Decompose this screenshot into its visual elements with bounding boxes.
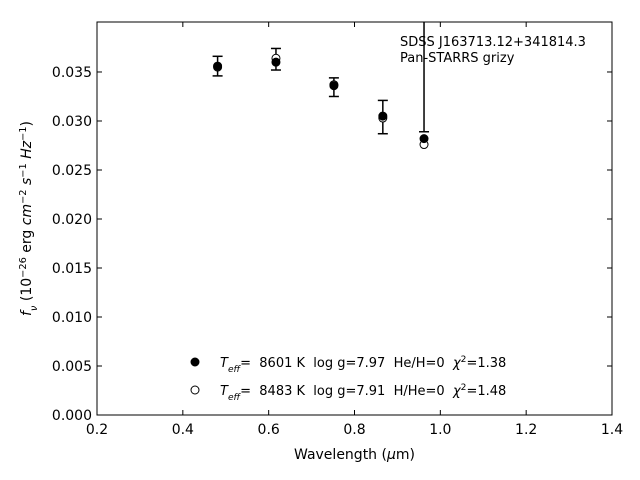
- label-part: χ: [452, 384, 462, 399]
- label-part: f: [19, 309, 35, 316]
- x-tick-label: 0.2: [86, 422, 108, 438]
- label-part: = 8601 K log g=7.97 He/H=0: [240, 356, 453, 371]
- x-tick-label: 1.4: [601, 422, 623, 438]
- y-tick-label: 0.035: [52, 65, 92, 81]
- label-part: (10: [19, 278, 35, 306]
- x-tick-label: 1.0: [429, 422, 451, 438]
- legend-marker: [190, 385, 200, 395]
- label-part: s: [19, 178, 35, 190]
- x-tick-label: 0.4: [172, 422, 194, 438]
- label-part: eff: [228, 365, 242, 375]
- label-part: eff: [228, 393, 242, 403]
- data-point: [271, 57, 281, 67]
- y-tick-label: 0.030: [52, 114, 92, 130]
- data-point: [213, 61, 223, 71]
- legend-label: Teff= 8483 K log g=7.91 H/He=0 χ2=1.48: [220, 383, 506, 403]
- label-part: erg: [19, 225, 35, 257]
- y-axis-label: fν (10−26 erg cm−2 s−1 Hz−1): [18, 121, 40, 316]
- y-tick-label: 0.025: [52, 163, 92, 179]
- label-part: T: [220, 384, 229, 399]
- annotation: Pan-STARRS grizy: [400, 51, 515, 66]
- label-part: 2: [461, 355, 467, 365]
- data-point: [419, 134, 429, 144]
- label-part: m): [396, 447, 415, 463]
- label-part: −2: [18, 189, 29, 203]
- data-point: [378, 111, 388, 121]
- label-part: 2: [461, 383, 467, 393]
- x-tick-label: 0.6: [258, 422, 280, 438]
- label-part: χ: [452, 356, 462, 371]
- label-part: = 8483 K log g=7.91 H/He=0: [240, 384, 453, 399]
- annotation: SDSS J163713.12+341814.3: [400, 35, 586, 50]
- label-part: −1: [18, 126, 29, 140]
- y-tick-label: 0.000: [52, 408, 92, 424]
- data-point: [329, 81, 339, 91]
- x-tick-label: 0.8: [343, 422, 365, 438]
- legend-marker: [190, 357, 200, 367]
- label-part: Hz: [19, 140, 35, 163]
- x-tick-label: 1.2: [515, 422, 537, 438]
- y-tick-label: 0.015: [52, 261, 92, 277]
- label-part: Wavelength (: [294, 447, 387, 463]
- label-part: T: [220, 356, 229, 371]
- label-part: =1.48: [466, 384, 506, 399]
- label-part: ): [19, 121, 35, 126]
- label-part: cm: [19, 204, 35, 225]
- error-bar: [419, 22, 430, 133]
- label-part: −26: [18, 257, 29, 278]
- label-part: μ: [386, 447, 396, 463]
- label-part: ν: [29, 305, 40, 311]
- x-axis-label: Wavelength (μm): [294, 447, 415, 463]
- plot-area: [212, 22, 430, 150]
- y-tick-label: 0.005: [52, 359, 92, 375]
- y-tick-label: 0.020: [52, 212, 92, 228]
- label-part: −1: [18, 163, 29, 177]
- label-part: =1.38: [466, 356, 506, 371]
- y-tick-label: 0.010: [52, 310, 92, 326]
- legend-label: Teff= 8601 K log g=7.97 He/H=0 χ2=1.38: [220, 355, 506, 375]
